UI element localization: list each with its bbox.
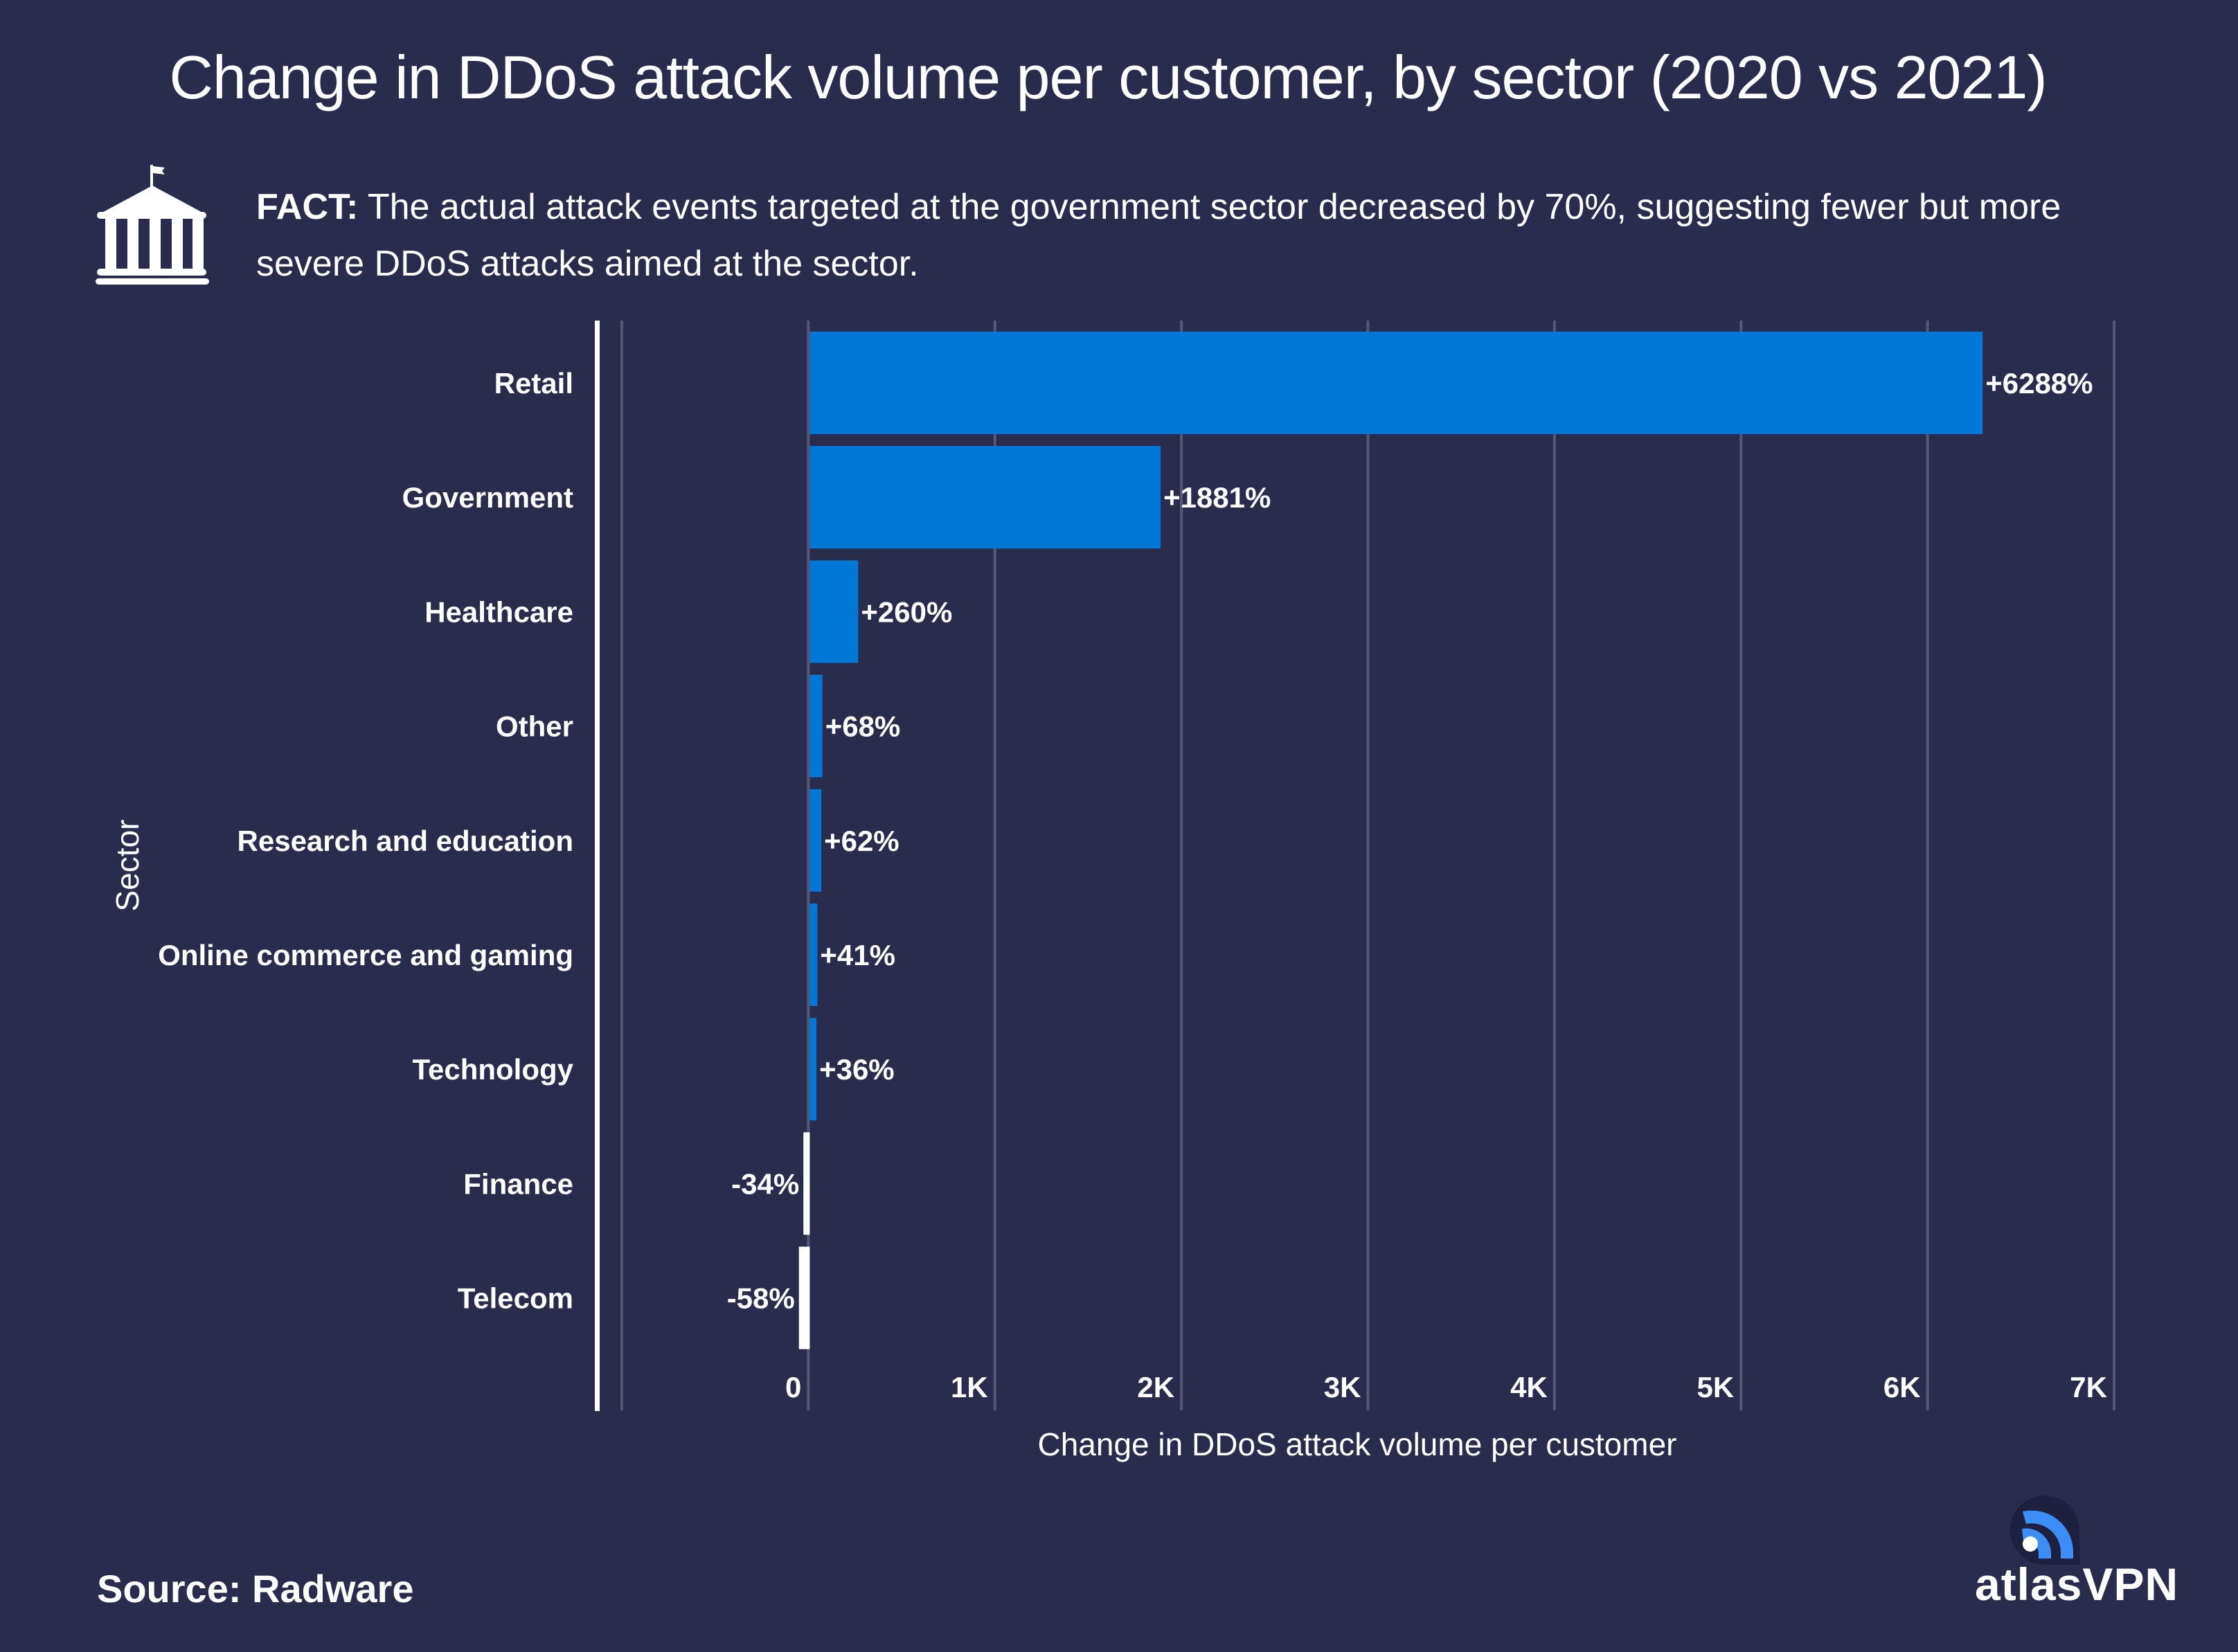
x-tick-labels: 0 1K 2K 3K 4K 5K 6K 7K <box>785 1371 2107 1403</box>
x-tick-label: 1K <box>951 1371 988 1403</box>
category-label: Online commerce and gaming <box>158 939 573 971</box>
bar-technology <box>809 1018 817 1121</box>
bars <box>798 332 1983 1349</box>
bar-finance <box>803 1132 810 1235</box>
fact-label: FACT: <box>256 187 359 227</box>
gridline <box>2113 321 2115 1410</box>
value-label: -34% <box>731 1167 799 1200</box>
bar-other <box>809 674 823 778</box>
category-label: Healthcare <box>424 595 573 628</box>
category-label: Other <box>496 710 573 743</box>
gridline <box>620 321 623 1410</box>
x-tick-label: 0 <box>785 1371 801 1403</box>
value-label: +41% <box>820 939 895 971</box>
value-labels: +6288% +1881% +260% +68% +62% +41% +36% -34% -58… <box>727 367 2093 1315</box>
bar-telecom <box>798 1246 810 1349</box>
y-axis-line <box>595 321 600 1411</box>
brand-name: atlasVPN <box>1975 1559 2179 1610</box>
bar-government <box>809 446 1161 549</box>
bar-retail <box>809 332 1983 434</box>
source-note: Source: Radware <box>97 1567 414 1610</box>
value-label: +62% <box>824 825 899 857</box>
category-label: Technology <box>412 1053 573 1086</box>
value-label: -58% <box>727 1282 795 1315</box>
category-label: Research and education <box>238 825 573 857</box>
gridline <box>1926 321 1929 1410</box>
x-tick-label: 6K <box>1883 1371 1921 1403</box>
value-label: +1881% <box>1163 481 1271 514</box>
bar-healthcare <box>809 560 859 663</box>
fact-note: FACT: The actual attack events targeted … <box>256 179 2126 292</box>
gridline <box>993 321 996 1410</box>
x-tick-label: 2K <box>1137 1371 1174 1403</box>
x-tick-label: 7K <box>2070 1371 2107 1403</box>
x-tick-label: 3K <box>1324 1371 1361 1403</box>
category-label: Telecom <box>458 1282 573 1315</box>
category-label: Retail <box>494 367 573 399</box>
y-axis-title: Sector <box>109 820 145 912</box>
gridline <box>807 321 810 1410</box>
gridlines <box>620 321 2115 1410</box>
fact-text: The actual attack events targeted at the… <box>256 187 2061 284</box>
gridline <box>1552 321 1556 1410</box>
atlasvpn-logo-icon <box>2009 1496 2079 1565</box>
category-label: Government <box>402 481 573 514</box>
x-tick-label: 5K <box>1697 1371 1735 1403</box>
value-label: +36% <box>819 1053 895 1086</box>
x-tick-label: 4K <box>1510 1371 1548 1403</box>
category-label: Finance <box>463 1167 573 1200</box>
gridline <box>1366 321 1370 1410</box>
category-labels: Retail Government Healthcare Other Research … <box>158 367 573 1315</box>
value-label: +68% <box>825 710 901 743</box>
chart-title: Change in DDoS attack volume per custome… <box>169 43 2047 111</box>
gridline <box>1180 321 1183 1410</box>
gridline <box>1739 321 1743 1410</box>
bar-research-and-education <box>809 789 822 892</box>
value-label: +260% <box>861 595 952 628</box>
value-label: +6288% <box>1985 367 2093 399</box>
bar-online-commerce-and-gaming <box>809 904 818 1006</box>
x-axis-title: Change in DDoS attack volume per custome… <box>1038 1426 1677 1462</box>
government-building-icon <box>96 165 209 285</box>
